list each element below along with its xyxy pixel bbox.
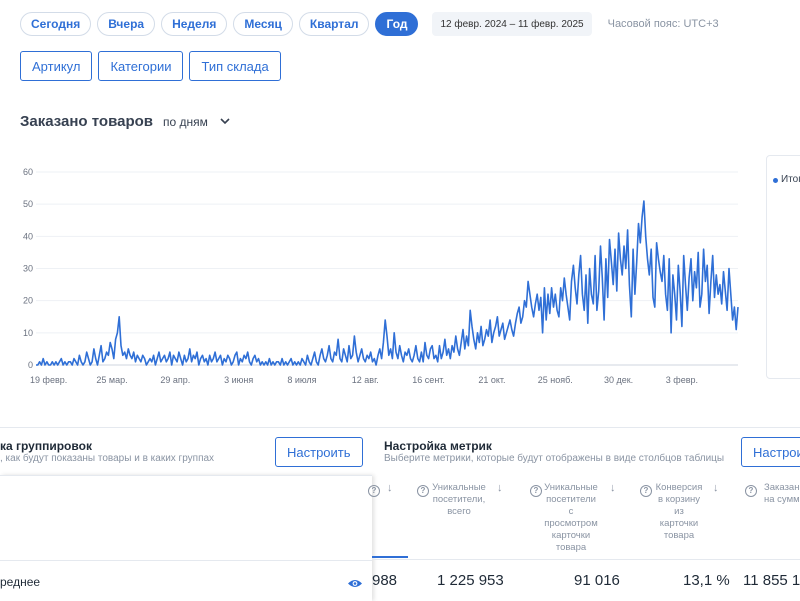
legend-marker	[773, 178, 778, 183]
column-header-conversion: Конверсия в корзину из карточки товара	[655, 482, 703, 541]
chevron-down-icon	[220, 117, 230, 128]
categories-button[interactable]: Категории	[98, 51, 184, 81]
x-tick-label: 19 февр.	[30, 375, 67, 385]
legend-label: Итог	[781, 174, 800, 185]
timezone-label: Часовой пояс: UTC+3	[607, 18, 719, 30]
configure-grouping-button[interactable]: Настроить	[275, 437, 363, 467]
y-tick-label: 40	[23, 231, 33, 241]
help-icon[interactable]: ?	[530, 485, 542, 497]
active-sort-indicator	[372, 556, 408, 558]
tab-quarter[interactable]: Квартал	[298, 12, 370, 36]
y-tick-label: 30	[23, 264, 33, 274]
grouping-column-panel: реднее	[0, 475, 372, 601]
granularity-dropdown[interactable]: по дням	[163, 115, 230, 129]
y-tick-label: 20	[23, 296, 33, 306]
x-tick-label: 29 апр.	[160, 375, 190, 385]
help-icon[interactable]: ?	[640, 485, 652, 497]
column-header-unique-visitors: Уникальные посетители, всего	[432, 482, 486, 517]
section-divider	[0, 427, 800, 428]
period-tabs: Сегодня Вчера Неделя Месяц Квартал Год 1…	[20, 12, 719, 36]
sort-arrow-icon[interactable]: ↓	[497, 482, 503, 494]
x-tick-label: 3 июня	[224, 375, 253, 385]
x-tick-label: 21 окт.	[478, 375, 505, 385]
tab-yesterday[interactable]: Вчера	[97, 12, 156, 36]
x-tick-label: 16 сент.	[412, 375, 445, 385]
y-tick-label: 50	[23, 199, 33, 209]
x-tick-label: 25 мар.	[96, 375, 127, 385]
granularity-label: по дням	[163, 115, 208, 129]
configure-metrics-button[interactable]: Настрои	[741, 437, 800, 467]
metrics-settings-title: Настройка метрик	[384, 439, 492, 453]
date-range-picker[interactable]: 12 февр. 2024 – 11 февр. 2025	[432, 12, 592, 36]
chart-legend: Итог	[766, 155, 800, 379]
header-divider	[0, 560, 372, 561]
tab-today[interactable]: Сегодня	[20, 12, 92, 36]
value-cell: 988	[372, 572, 398, 589]
grouping-settings-title: ка группировок	[0, 439, 92, 453]
sort-arrow-icon[interactable]: ↓	[387, 482, 393, 494]
x-tick-label: 12 авг.	[352, 375, 379, 385]
article-button[interactable]: Артикул	[20, 51, 93, 81]
eye-icon[interactable]	[347, 576, 363, 594]
x-tick-label: 3 февр.	[666, 375, 698, 385]
metrics-settings-description: Выберите метрики, которые будут отображе…	[384, 453, 725, 464]
tab-year[interactable]: Год	[375, 12, 419, 36]
warehouse-type-button[interactable]: Тип склада	[189, 51, 281, 81]
help-icon[interactable]: ?	[368, 485, 380, 497]
series-line-total	[36, 200, 739, 366]
orders-line-chart: 0 10 20 30 40 50 60 19 февр. 25 мар. 29 апр. 3 ию…	[23, 167, 739, 385]
chart-title: Заказано товаров	[20, 113, 153, 130]
x-tick-label: 30 дек.	[604, 375, 633, 385]
grouping-settings-description: , как будут показаны товары и в каких гр…	[0, 453, 215, 464]
help-icon[interactable]: ?	[417, 485, 429, 497]
y-tick-label: 0	[28, 360, 33, 370]
sort-arrow-icon[interactable]: ↓	[610, 482, 616, 494]
value-cell: 11 855 1	[743, 572, 800, 589]
value-cell: 1 225 953	[437, 572, 504, 589]
y-tick-label: 10	[23, 328, 33, 338]
grouping-buttons: Артикул Категории Тип склада	[20, 51, 287, 81]
row-label-average: реднее	[0, 575, 41, 589]
column-header-card-visitors: Уникальные посетители с просмотром карто…	[544, 482, 598, 553]
tab-week[interactable]: Неделя	[161, 12, 228, 36]
x-tick-label: 8 июля	[287, 375, 316, 385]
column-header-ordered-amount: Заказан на сумм	[764, 482, 800, 505]
tab-month[interactable]: Месяц	[233, 12, 293, 36]
table-header-divider	[372, 559, 800, 560]
sort-arrow-icon[interactable]: ↓	[713, 482, 719, 494]
x-tick-label: 25 нояб.	[538, 375, 573, 385]
value-cell: 13,1 %	[683, 572, 730, 589]
y-tick-label: 60	[23, 167, 33, 177]
value-cell: 91 016	[574, 572, 620, 589]
help-icon[interactable]: ?	[745, 485, 757, 497]
